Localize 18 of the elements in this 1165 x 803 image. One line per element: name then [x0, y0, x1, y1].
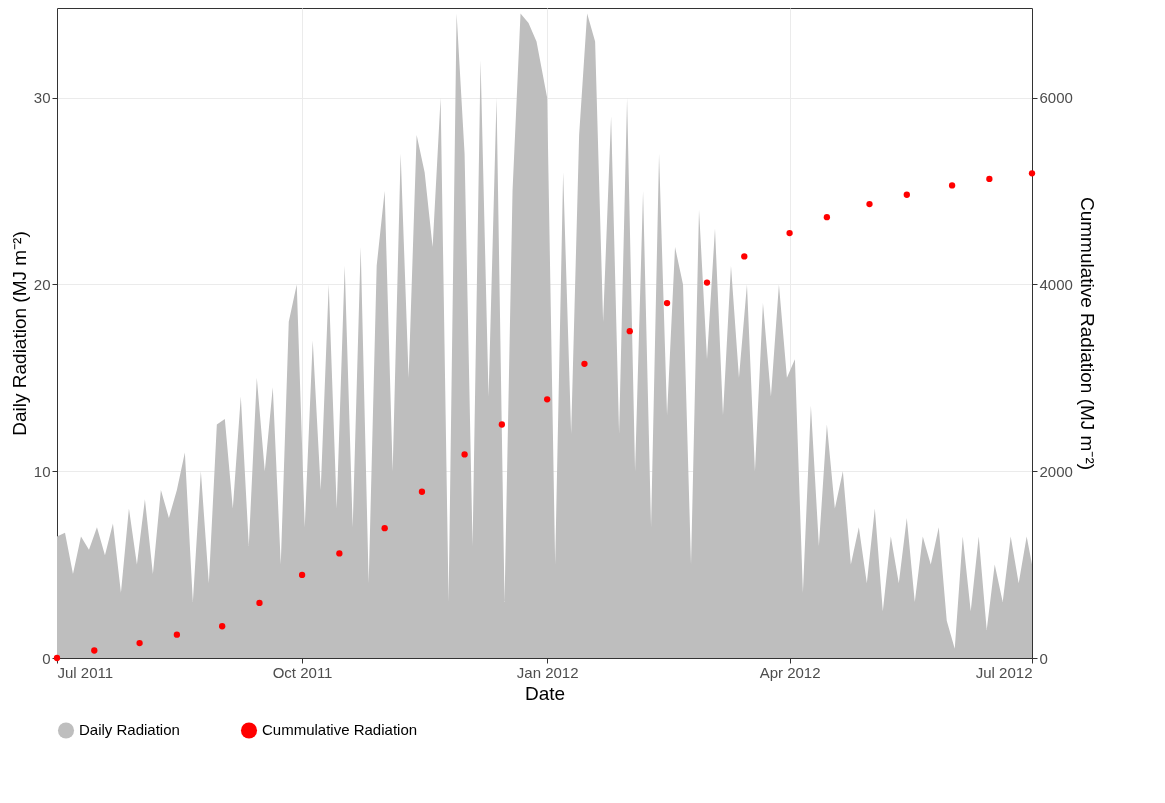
- x-tick-label: Apr 2012: [759, 663, 821, 681]
- y2-tick-label: 4000: [1039, 275, 1073, 293]
- x-tick-label: Jan 2012: [516, 663, 579, 681]
- x-tick-label: Jul 2011: [57, 663, 114, 681]
- y2-axis-title: Cummulative Radiation (MJ m⁻²): [1076, 196, 1098, 471]
- y-tick-label: 20: [33, 275, 51, 293]
- y-tick-label: 30: [33, 89, 51, 107]
- x-tick-label: Jul 2012: [975, 663, 1033, 681]
- y-tick-label: 10: [33, 462, 51, 480]
- x-axis-title: Date: [524, 682, 566, 704]
- legend-label: Daily Radiation: [79, 721, 180, 739]
- y2-tick-label: 6000: [1039, 89, 1073, 107]
- legend-label: Cummulative Radiation: [262, 721, 418, 739]
- y2-tick-label: 2000: [1039, 462, 1073, 480]
- y2-tick-label: 0: [1039, 649, 1048, 667]
- x-tick-label: Oct 2011: [272, 663, 333, 681]
- y-axis-title: Daily Radiation (MJ m⁻²): [8, 231, 30, 436]
- y-tick-label: 0: [42, 649, 51, 667]
